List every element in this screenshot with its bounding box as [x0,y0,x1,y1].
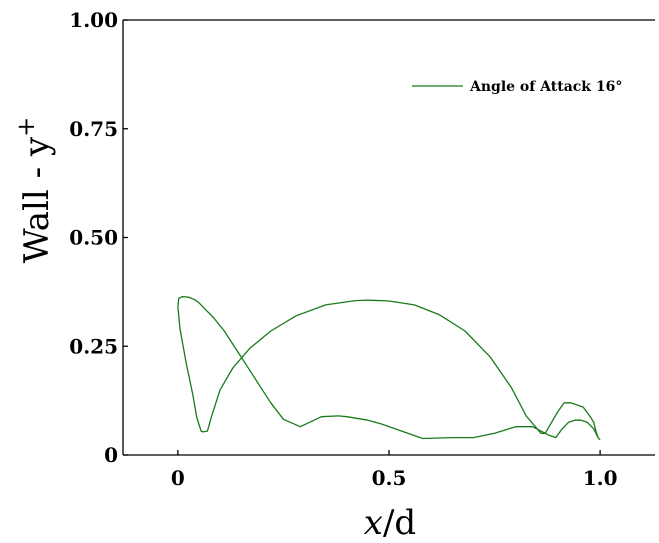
y-tick-label: 0 [104,443,118,467]
y-tick-label: 1.00 [69,8,118,32]
x-tick-label: 0.5 [372,466,407,490]
series-line [177,296,601,441]
x-tick-label: 1.0 [583,466,618,490]
x-tick-label: 0 [171,466,185,490]
x-axis-label: x/d [364,503,416,543]
y-tick-label: 0.75 [69,117,118,141]
x-ticks: 0 0.5 1.0 [171,450,618,490]
y-tick-label: 0.50 [69,226,118,250]
y-ticks: 0 0.25 0.50 0.75 1.00 [69,8,128,467]
y-tick-label: 0.25 [69,334,118,358]
legend-label: Angle of Attack 16° [469,79,622,95]
series-group [177,296,601,441]
legend: Angle of Attack 16° [412,79,622,95]
y-axis-label: Wall - y+ [12,117,57,263]
